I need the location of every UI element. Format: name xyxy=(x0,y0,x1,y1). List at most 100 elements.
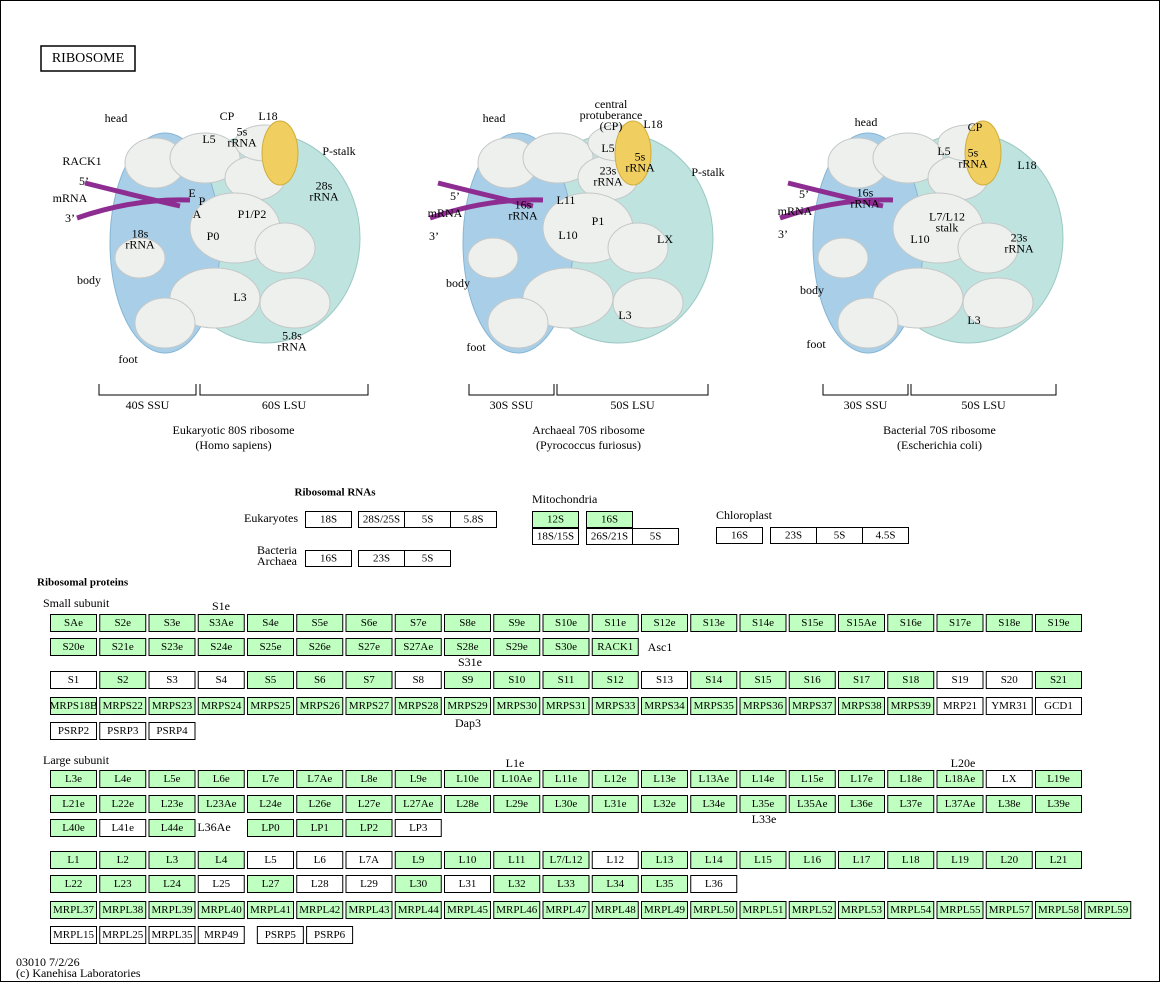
gene-box[interactable] xyxy=(394,638,442,656)
gene-box[interactable] xyxy=(936,770,984,788)
gene-label[interactable]: L30e xyxy=(555,798,578,810)
gene-box[interactable] xyxy=(296,875,344,893)
gene-label[interactable]: MRPL55 xyxy=(940,904,981,916)
gene-label[interactable]: MRPL39 xyxy=(152,904,193,916)
gene-label[interactable]: MRPS25 xyxy=(250,700,291,712)
gene-box[interactable] xyxy=(788,697,836,715)
gene-label[interactable]: L10e xyxy=(456,773,479,785)
gene-label[interactable]: L4e xyxy=(114,773,131,785)
gene-box[interactable] xyxy=(985,770,1033,788)
gene-label[interactable]: S7 xyxy=(363,674,375,686)
gene-box[interactable] xyxy=(444,795,491,813)
gene-label[interactable]: L24e xyxy=(259,798,282,810)
gene-box[interactable] xyxy=(394,697,442,715)
gene-label[interactable]: 16S xyxy=(320,553,337,565)
gene-label[interactable]: S8 xyxy=(412,674,424,686)
gene-label[interactable]: MRPL42 xyxy=(299,904,340,916)
gene-box[interactable] xyxy=(148,638,196,656)
gene-box[interactable] xyxy=(247,819,294,837)
gene-box[interactable] xyxy=(887,697,935,715)
gene-box[interactable] xyxy=(99,697,147,715)
gene-box[interactable] xyxy=(247,638,294,656)
gene-box[interactable] xyxy=(345,795,393,813)
gene-box[interactable] xyxy=(247,875,294,893)
gene-box[interactable] xyxy=(1035,795,1082,813)
gene-label[interactable]: L23 xyxy=(114,878,132,890)
gene-label[interactable]: MRPS28 xyxy=(398,700,439,712)
gene-label[interactable]: LP3 xyxy=(409,822,428,834)
gene-box[interactable] xyxy=(542,875,590,893)
gene-box[interactable] xyxy=(99,851,147,869)
gene-box[interactable] xyxy=(197,795,245,813)
gene-box[interactable] xyxy=(444,770,491,788)
gene-box[interactable] xyxy=(641,795,688,813)
gene-box[interactable] xyxy=(838,671,885,689)
gene-box[interactable] xyxy=(305,550,352,567)
gene-label[interactable]: 26S/21S xyxy=(591,531,628,543)
gene-label[interactable]: MRPL59 xyxy=(1087,904,1128,916)
gene-box[interactable] xyxy=(444,851,491,869)
gene-box[interactable] xyxy=(838,901,885,919)
gene-box[interactable] xyxy=(985,901,1033,919)
gene-box[interactable] xyxy=(148,795,196,813)
gene-label[interactable]: L27e xyxy=(358,798,381,810)
gene-label[interactable]: S14 xyxy=(705,674,723,686)
gene-label[interactable]: MRPS26 xyxy=(300,700,341,712)
gene-label[interactable]: MRP49 xyxy=(204,929,239,941)
gene-label[interactable]: L28 xyxy=(311,878,329,890)
gene-label[interactable]: MRPS34 xyxy=(644,700,685,712)
gene-box[interactable] xyxy=(99,770,147,788)
gene-box[interactable] xyxy=(591,697,639,715)
gene-label[interactable]: L18 xyxy=(902,854,920,866)
gene-box[interactable] xyxy=(296,614,344,632)
gene-label[interactable]: S6e xyxy=(361,617,378,629)
gene-label[interactable]: S18e xyxy=(998,617,1020,629)
gene-label[interactable]: MRPS27 xyxy=(349,700,390,712)
gene-label[interactable]: MRPL25 xyxy=(102,929,143,941)
gene-label[interactable]: L18Ae xyxy=(945,773,976,785)
gene-box[interactable] xyxy=(887,901,935,919)
gene-box[interactable] xyxy=(247,770,294,788)
gene-box[interactable] xyxy=(296,671,344,689)
gene-box[interactable] xyxy=(50,638,97,656)
gene-box[interactable] xyxy=(739,851,787,869)
gene-box[interactable] xyxy=(394,614,442,632)
gene-label[interactable]: S3 xyxy=(166,674,178,686)
gene-box[interactable] xyxy=(296,770,344,788)
gene-label[interactable]: LX xyxy=(1002,773,1017,785)
gene-label[interactable]: L23Ae xyxy=(206,798,237,810)
gene-box[interactable] xyxy=(591,795,639,813)
gene-label[interactable]: MRPL44 xyxy=(398,904,439,916)
gene-label[interactable]: S8e xyxy=(459,617,476,629)
gene-box[interactable] xyxy=(641,770,688,788)
gene-box[interactable] xyxy=(591,614,639,632)
gene-box[interactable] xyxy=(296,638,344,656)
gene-label[interactable]: 18S/15S xyxy=(537,531,574,543)
gene-box[interactable] xyxy=(345,851,393,869)
gene-box[interactable] xyxy=(1035,697,1082,715)
gene-box[interactable] xyxy=(591,770,639,788)
gene-label[interactable]: S16e xyxy=(900,617,922,629)
gene-box[interactable] xyxy=(148,901,196,919)
gene-label[interactable]: MRPL53 xyxy=(841,904,882,916)
gene-label[interactable]: 5.8S xyxy=(464,514,484,526)
gene-box[interactable] xyxy=(197,926,245,944)
gene-label[interactable]: L32e xyxy=(653,798,676,810)
gene-box[interactable] xyxy=(542,671,590,689)
gene-label[interactable]: 5S xyxy=(834,530,846,542)
gene-label[interactable]: S3Ae xyxy=(209,617,234,629)
gene-label[interactable]: S10 xyxy=(508,674,526,686)
gene-box[interactable] xyxy=(296,697,344,715)
gene-label[interactable]: S5e xyxy=(312,617,329,629)
gene-label[interactable]: L36 xyxy=(705,878,723,890)
gene-label[interactable]: 5S xyxy=(422,514,434,526)
gene-label[interactable]: L19e xyxy=(1047,773,1070,785)
gene-label[interactable]: L34e xyxy=(702,798,725,810)
gene-box[interactable] xyxy=(99,722,147,740)
gene-label[interactable]: L20 xyxy=(1000,854,1018,866)
gene-box[interactable] xyxy=(247,795,294,813)
gene-box[interactable] xyxy=(345,697,393,715)
gene-box[interactable] xyxy=(148,819,196,837)
gene-label[interactable]: MRPL58 xyxy=(1038,904,1079,916)
gene-box[interactable] xyxy=(838,770,885,788)
